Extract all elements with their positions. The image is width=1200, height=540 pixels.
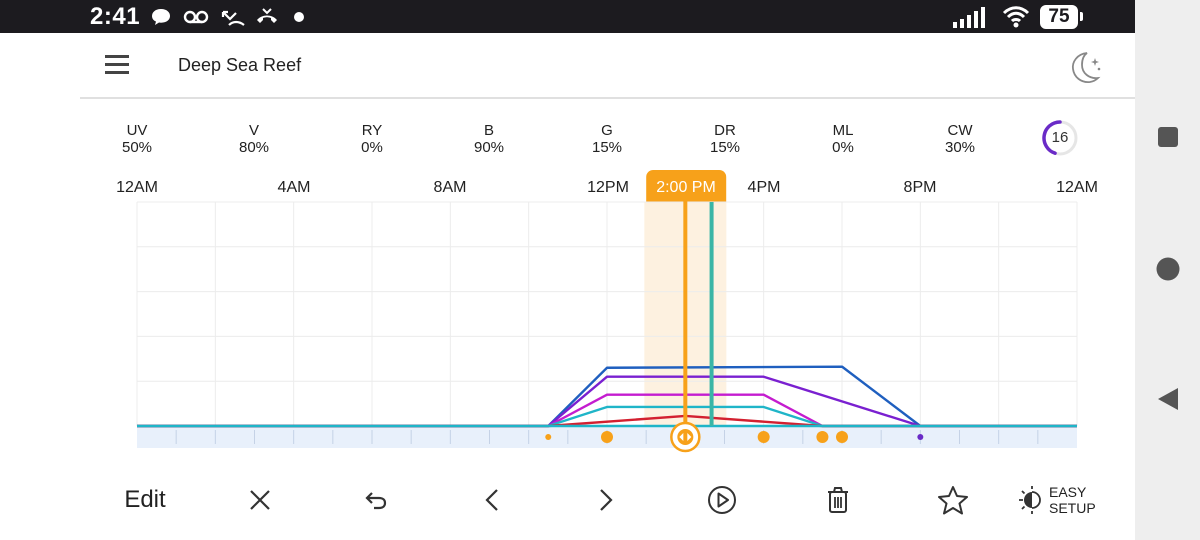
menu-icon[interactable] xyxy=(105,55,129,75)
channel-ml[interactable]: ML 0% xyxy=(803,122,883,156)
channel-name: CW xyxy=(947,122,973,139)
channel-name: RY xyxy=(361,122,383,139)
status-bar: 2:41 75 xyxy=(0,0,1135,33)
channel-value: 50% xyxy=(121,139,153,156)
channel-value: 90% xyxy=(473,139,505,156)
app-bar: Deep Sea Reef xyxy=(80,33,1135,99)
keyframe-dot xyxy=(545,434,552,440)
drag-arrows-icon xyxy=(679,433,692,441)
chevron-left-icon[interactable] xyxy=(476,480,508,520)
undo-icon[interactable] xyxy=(360,480,392,520)
keyframe-strip xyxy=(137,426,1077,448)
channel-name: DR xyxy=(714,122,736,139)
series-line-1 xyxy=(137,365,1077,428)
brightness-icon xyxy=(1017,485,1043,515)
series-line-4 xyxy=(137,405,1077,428)
chevron-right-icon[interactable] xyxy=(590,480,622,520)
battery-tip xyxy=(1080,12,1083,21)
time-label: 8AM xyxy=(433,179,467,196)
channel-b[interactable]: B 90% xyxy=(449,122,529,156)
message-icon xyxy=(150,0,172,33)
series-line-5 xyxy=(137,414,1077,428)
missed-call-icon xyxy=(220,0,246,33)
moon-icon[interactable] xyxy=(1065,48,1105,88)
channel-dr[interactable]: DR 15% xyxy=(685,122,765,156)
channel-ry[interactable]: RY 0% xyxy=(332,122,412,156)
time-label: 4PM xyxy=(747,179,781,196)
time-label: 8PM xyxy=(903,179,937,196)
channel-value: 30% xyxy=(944,139,976,156)
delete-icon[interactable] xyxy=(820,480,856,520)
channel-name: V xyxy=(248,122,259,139)
system-nav-bar xyxy=(1135,0,1200,540)
selected-keyframe-handle xyxy=(670,421,701,453)
easy-setup-button[interactable]: EASY SETUP xyxy=(1017,480,1097,520)
series-line-2 xyxy=(137,375,1077,428)
easy-setup-line2: SETUP xyxy=(1049,500,1096,516)
keyframe-dot xyxy=(917,434,924,440)
selected-time-tab[interactable]: 2:00 PM xyxy=(646,170,726,202)
call-end-icon xyxy=(254,0,280,33)
battery-indicator: 75 xyxy=(1040,5,1078,29)
channel-value: 80% xyxy=(238,139,270,156)
voicemail-icon xyxy=(182,0,210,33)
play-icon[interactable] xyxy=(704,480,740,520)
channel-uv[interactable]: UV 50% xyxy=(97,122,177,156)
channel-value: 0% xyxy=(361,139,383,156)
keyframe-dot xyxy=(601,431,613,443)
home-icon[interactable] xyxy=(1156,257,1180,286)
edit-label: Edit xyxy=(124,486,166,513)
time-label: 12AM xyxy=(1056,179,1098,196)
back-icon[interactable] xyxy=(1157,387,1179,416)
star-icon[interactable] xyxy=(933,480,973,520)
channel-cw[interactable]: CW 30% xyxy=(920,122,1000,156)
edit-button[interactable]: Edit xyxy=(115,480,175,520)
selected-time-band xyxy=(644,202,727,428)
series-line-3 xyxy=(137,393,1077,428)
channel-value: 0% xyxy=(832,139,854,156)
easy-setup-label: EASY SETUP xyxy=(1049,484,1096,516)
keyframe-dot xyxy=(836,431,848,443)
channel-g[interactable]: G 15% xyxy=(567,122,647,156)
channel-name: ML xyxy=(832,122,854,139)
channel-name: B xyxy=(483,122,494,139)
keyframe-dot xyxy=(816,431,829,443)
channel-value: 15% xyxy=(709,139,741,156)
channel-v[interactable]: V 80% xyxy=(214,122,294,156)
channel-name: UV xyxy=(126,122,148,139)
wifi-icon xyxy=(1002,0,1030,33)
channel-count-badge[interactable]: 16 xyxy=(1051,129,1069,146)
channel-count-ring xyxy=(1042,120,1078,156)
time-label: 12PM xyxy=(587,179,629,196)
time-label: 4AM xyxy=(277,179,311,196)
channel-value: 15% xyxy=(591,139,623,156)
keyframe-dot xyxy=(757,431,770,443)
notification-dot-icon xyxy=(293,0,305,33)
easy-setup-line1: EASY xyxy=(1049,484,1087,500)
recent-apps-icon[interactable] xyxy=(1157,126,1179,153)
selected-keyframe-core xyxy=(677,429,694,445)
close-icon[interactable] xyxy=(244,480,276,520)
status-time: 2:41 xyxy=(90,3,141,30)
channel-name: G xyxy=(601,122,613,139)
page-title: Deep Sea Reef xyxy=(178,55,302,75)
time-label: 12AM xyxy=(116,179,158,196)
signal-icon xyxy=(952,0,992,33)
